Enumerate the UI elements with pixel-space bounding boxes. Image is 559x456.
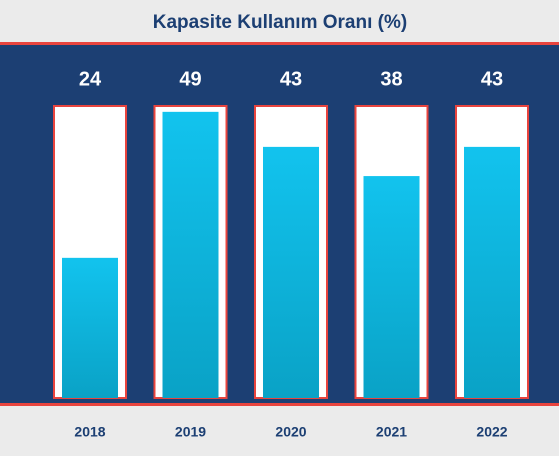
- x-tick-label: 2018: [74, 424, 105, 440]
- bar: [162, 111, 219, 398]
- bar: [464, 146, 520, 398]
- bottom-rule: [0, 403, 559, 406]
- x-tick-label: 2019: [175, 424, 206, 440]
- bar: [62, 257, 118, 398]
- value-label: 49: [179, 68, 201, 90]
- value-label: 38: [380, 68, 402, 90]
- top-rule: [0, 42, 559, 45]
- value-label: 43: [481, 68, 503, 90]
- value-label: 43: [280, 68, 302, 90]
- x-tick-label: 2020: [275, 424, 306, 440]
- value-label: 24: [79, 68, 102, 90]
- x-tick-label: 2021: [376, 424, 407, 440]
- x-tick-label: 2022: [476, 424, 507, 440]
- bar: [363, 176, 420, 398]
- bar: [263, 146, 319, 398]
- title-band: [0, 0, 559, 42]
- chart-title: Kapasite Kullanım Oranı (%): [153, 12, 407, 33]
- axis-band: [0, 406, 559, 456]
